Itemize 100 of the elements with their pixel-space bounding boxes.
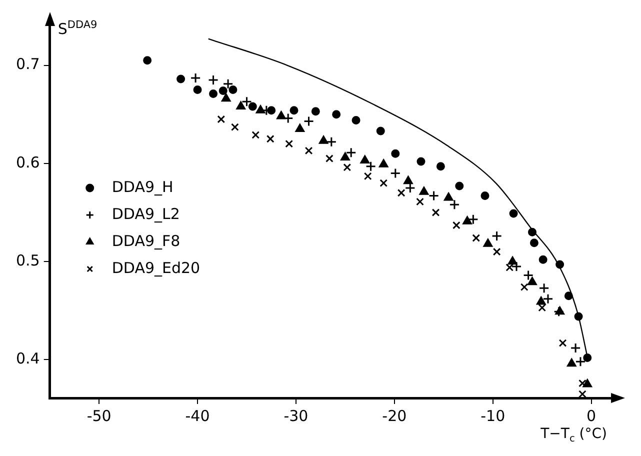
point	[452, 221, 460, 230]
point	[364, 172, 372, 180]
legend-label: DDA9_L2	[112, 204, 180, 223]
point	[556, 260, 564, 269]
point	[332, 110, 341, 119]
point	[468, 214, 478, 225]
point	[455, 182, 464, 190]
point	[304, 116, 314, 126]
point	[436, 162, 445, 171]
point	[397, 188, 406, 197]
point	[366, 161, 376, 172]
legend-label: DDA9_F8	[112, 232, 180, 250]
y-tick-label: 0.7	[16, 55, 40, 74]
point	[575, 356, 586, 367]
point	[523, 270, 534, 281]
x-tick-label: 0	[586, 406, 596, 425]
point	[404, 182, 416, 194]
point	[480, 192, 490, 200]
x-tick-label: -40	[185, 406, 210, 425]
point	[472, 234, 480, 242]
point	[222, 78, 234, 90]
point	[509, 209, 518, 218]
x-tick-label: -30	[284, 406, 308, 425]
point	[508, 256, 518, 265]
point	[380, 179, 388, 187]
point	[352, 116, 360, 124]
x-tick-label: -10	[480, 406, 506, 425]
point	[360, 155, 370, 164]
point	[290, 106, 298, 115]
point	[236, 101, 246, 110]
point	[428, 190, 440, 202]
point	[578, 390, 586, 398]
y-tick-label: 0.4	[16, 350, 40, 368]
legend-label: DDA9_H	[112, 178, 174, 196]
point	[340, 152, 350, 161]
point	[390, 168, 401, 178]
point	[285, 140, 294, 148]
point	[558, 339, 567, 347]
x-tick-label: -20	[382, 406, 407, 425]
point	[391, 149, 400, 158]
point	[492, 248, 501, 256]
point	[143, 56, 152, 65]
point	[416, 198, 424, 206]
point	[520, 283, 528, 292]
point	[231, 123, 239, 132]
point	[176, 74, 186, 84]
point	[343, 163, 352, 172]
point	[218, 86, 228, 96]
point	[252, 131, 260, 139]
point	[570, 342, 581, 354]
point	[326, 136, 337, 148]
point	[193, 86, 202, 94]
point	[267, 106, 276, 115]
point	[419, 186, 429, 195]
point	[346, 147, 356, 158]
x-tick-label: -50	[86, 406, 112, 425]
point	[506, 264, 514, 272]
point	[376, 126, 385, 136]
point	[538, 255, 548, 264]
point	[511, 261, 522, 272]
point	[266, 134, 274, 143]
point	[311, 107, 320, 116]
point	[566, 358, 576, 367]
point	[432, 208, 440, 216]
point	[462, 216, 472, 224]
point	[190, 72, 201, 84]
point	[582, 379, 592, 388]
point	[209, 89, 218, 98]
point	[530, 238, 538, 248]
point	[536, 296, 546, 305]
point	[256, 105, 266, 114]
point	[242, 96, 252, 107]
point	[304, 146, 313, 155]
point	[542, 294, 554, 304]
point	[248, 102, 257, 111]
point	[295, 124, 305, 132]
y-tick-label: 0.6	[16, 153, 40, 172]
point	[326, 154, 334, 162]
point	[444, 192, 454, 201]
point	[416, 157, 426, 166]
point	[217, 115, 226, 124]
point	[538, 304, 546, 312]
point	[449, 199, 460, 210]
legend-label: DDA9_Ed20	[112, 258, 200, 277]
point	[538, 282, 550, 294]
point	[276, 111, 286, 120]
point	[483, 238, 493, 247]
y-tick-label: 0.5	[16, 251, 40, 270]
point	[228, 86, 238, 94]
point	[578, 379, 586, 388]
point	[378, 159, 388, 168]
point	[208, 74, 219, 86]
point	[564, 292, 573, 300]
point	[492, 230, 502, 242]
point	[583, 354, 592, 362]
point	[404, 176, 413, 184]
point	[574, 312, 583, 321]
point	[528, 276, 537, 286]
point	[318, 136, 328, 144]
point	[528, 228, 536, 236]
